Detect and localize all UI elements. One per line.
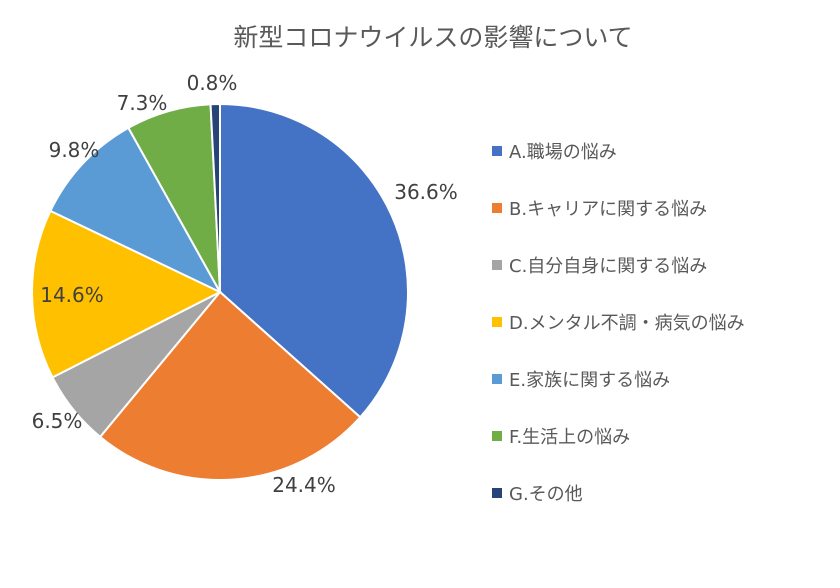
pie-slice-d	[31, 209, 223, 379]
data-labels: 36.6% 24.4% 6.5% 14.6% 9.8% 7.3% 0.8%	[32, 71, 458, 497]
legend: A.職場の悩み B.キャリアに関する悩み C.自分自身に関する悩み D.メンタル不調・…	[492, 142, 745, 505]
data-label-a: 36.6%	[394, 180, 458, 204]
data-label-c: 6.5%	[32, 409, 83, 433]
legend-swatch-d	[492, 317, 502, 327]
legend-label-b: B.キャリアに関する悩み	[509, 199, 707, 220]
data-label-g: 0.8%	[187, 71, 238, 95]
legend-label-f: F.生活上の悩み	[509, 427, 630, 448]
legend-swatch-b	[492, 203, 502, 213]
data-label-b: 24.4%	[272, 473, 336, 497]
data-label-d: 14.6%	[40, 283, 104, 307]
pie-slice-e	[49, 126, 223, 295]
legend-label-g: G.その他	[509, 484, 583, 505]
legend-swatch-f	[492, 431, 502, 441]
legend-swatch-g	[492, 488, 502, 498]
pie-slice-g	[209, 102, 221, 293]
data-label-f: 7.3%	[117, 91, 168, 115]
legend-label-a: A.職場の悩み	[509, 142, 617, 163]
chart-title: 新型コロナウイルスの影響について	[233, 23, 632, 52]
legend-swatch-a	[492, 146, 502, 156]
legend-swatch-c	[492, 260, 502, 270]
data-label-e: 9.8%	[49, 138, 100, 162]
legend-label-d: D.メンタル不調・病気の悩み	[509, 313, 745, 334]
pie-slice-b	[98, 290, 362, 481]
legend-label-e: E.家族に関する悩み	[509, 370, 670, 391]
pie-slices	[31, 102, 410, 481]
pie-slice-a	[219, 102, 410, 419]
legend-swatch-e	[492, 374, 502, 384]
legend-label-c: C.自分自身に関する悩み	[509, 256, 707, 277]
